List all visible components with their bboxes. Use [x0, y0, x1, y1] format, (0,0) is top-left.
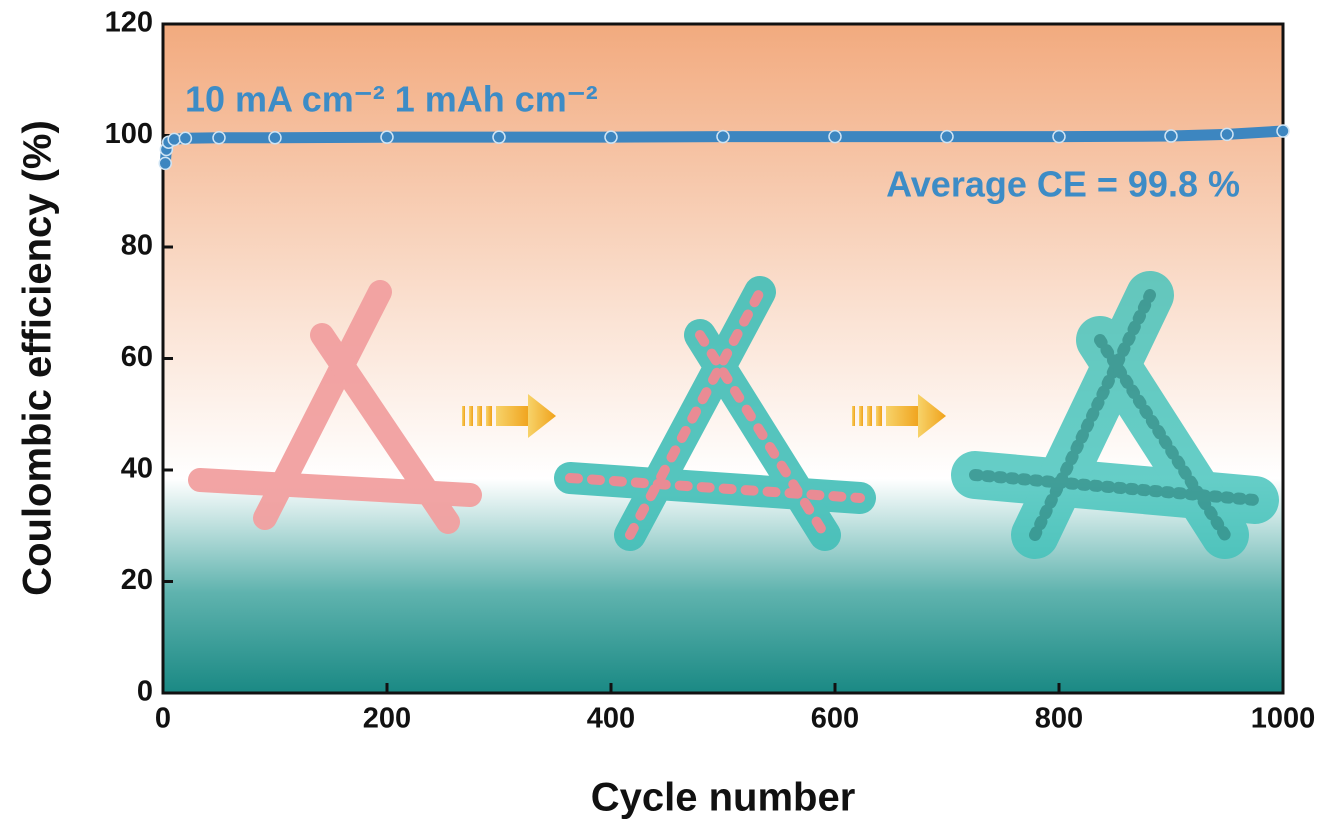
data-point: [940, 129, 954, 144]
data-point: [167, 132, 181, 147]
data-point: [1164, 129, 1178, 143]
x-tick-label: 400: [587, 703, 635, 735]
data-point: [716, 129, 730, 144]
data-point: [828, 129, 842, 144]
data-point: [178, 131, 193, 146]
y-tick-label: 0: [137, 676, 153, 708]
x-tick-label: 800: [1035, 703, 1083, 735]
x-axis-title: Cycle number: [591, 776, 856, 820]
y-tick-label: 40: [121, 453, 153, 485]
y-axis-title: Coulombic efficiency (%): [16, 120, 60, 596]
y-tick-label: 20: [121, 564, 153, 596]
data-point: [212, 130, 226, 145]
data-point: [1276, 124, 1290, 138]
annotation: Average CE = 99.8 %: [886, 164, 1240, 205]
x-tick-label: 0: [155, 703, 171, 735]
data-point: [1052, 129, 1066, 144]
x-tick-label: 200: [363, 703, 411, 735]
y-tick-label: 60: [121, 341, 153, 373]
data-point: [268, 130, 282, 145]
data-point: [492, 130, 506, 144]
y-tick-label: 120: [105, 7, 153, 39]
data-point: [604, 130, 618, 144]
data-point: [1220, 127, 1234, 142]
y-tick-label: 80: [121, 230, 153, 262]
x-tick-label: 600: [811, 703, 859, 735]
data-point: [380, 130, 394, 144]
y-tick-label: 100: [105, 118, 153, 150]
annotation: 10 mA cm⁻² 1 mAh cm⁻²: [185, 79, 598, 120]
data-point: [158, 156, 172, 171]
illustration: [188, 271, 1279, 559]
x-tick-label: 1000: [1251, 703, 1316, 735]
